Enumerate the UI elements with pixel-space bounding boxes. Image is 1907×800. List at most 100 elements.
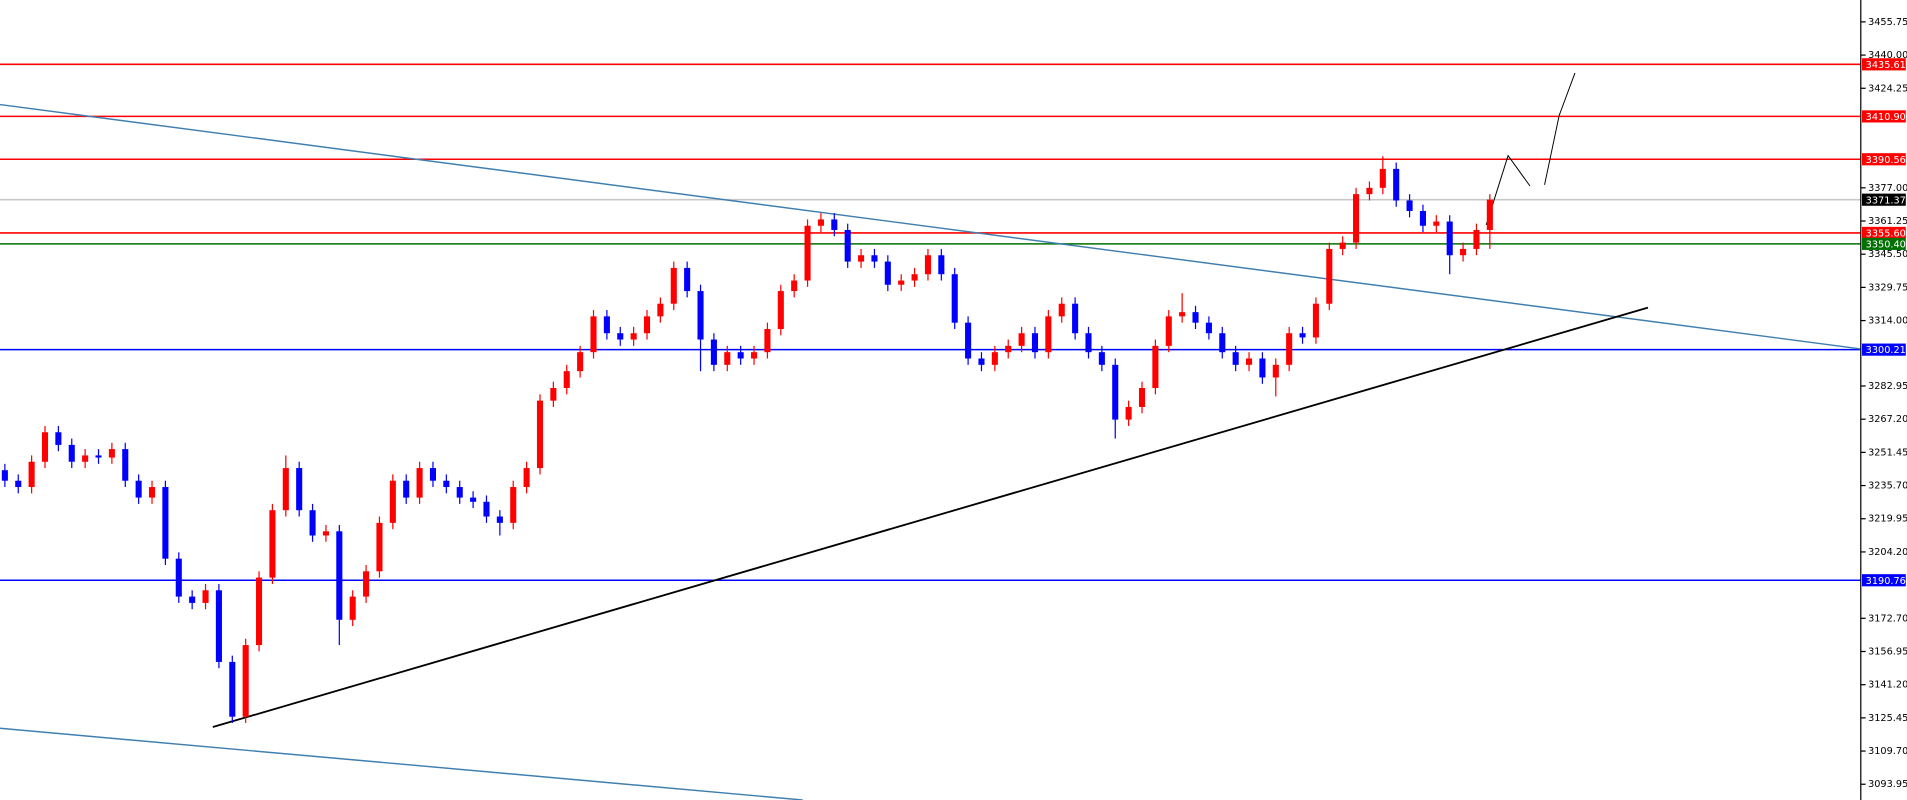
y-tick-label: 3329.75 — [1868, 282, 1907, 293]
candle-body — [135, 480, 142, 498]
candle-body — [443, 480, 450, 488]
candle-body — [1045, 316, 1052, 353]
candle-body — [322, 531, 329, 536]
candle-body — [389, 480, 396, 523]
candle-body — [189, 596, 196, 603]
price-tag-label: 3410.90 — [1866, 112, 1906, 123]
price-tag-label: 3355.60 — [1866, 229, 1906, 240]
candle-body — [483, 501, 490, 517]
candle-body — [858, 255, 865, 262]
candle-body — [1018, 333, 1025, 346]
candle-body — [884, 261, 891, 285]
price-tag-label: 3350.40 — [1866, 239, 1906, 250]
candle-body — [1433, 221, 1440, 226]
candle-body — [470, 497, 477, 502]
candle-body — [269, 510, 276, 578]
y-tick-label: 3282.95 — [1868, 381, 1907, 392]
candle-body — [751, 352, 758, 359]
candle-body — [416, 468, 423, 498]
price-tag — [1862, 110, 1906, 123]
candle-body — [363, 571, 370, 597]
candle-body — [1031, 333, 1039, 353]
y-tick-label: 3345.50 — [1868, 249, 1907, 260]
candle-body — [349, 596, 356, 620]
y-tick-label: 3141.20 — [1868, 680, 1907, 691]
candle-body — [617, 333, 624, 340]
price-tag — [1862, 574, 1906, 587]
price-tag-label: 3435.61 — [1866, 60, 1906, 71]
candle-body — [282, 468, 289, 511]
price-tag-label: 3300.21 — [1866, 345, 1906, 356]
candle-body — [55, 432, 62, 445]
price-tag-label: 3371.37 — [1866, 195, 1906, 206]
candle-body — [911, 274, 918, 281]
y-tick-label: 3455.75 — [1868, 17, 1907, 28]
candle-body — [724, 352, 731, 365]
y-tick-label: 3093.95 — [1868, 779, 1907, 790]
candle-body — [603, 316, 610, 334]
candle-body — [1406, 200, 1413, 212]
candle-body — [95, 455, 102, 458]
trend-line — [0, 103, 1861, 350]
y-tick-label: 3267.20 — [1868, 414, 1907, 425]
candle-body — [1353, 194, 1360, 243]
candle-body — [162, 487, 169, 559]
candle-body — [175, 558, 182, 597]
candle-body — [122, 449, 129, 481]
candle-body — [777, 291, 784, 330]
candle-body — [764, 329, 771, 353]
candle-body — [1112, 364, 1119, 420]
candle-body — [1339, 242, 1346, 249]
candle-body — [938, 255, 945, 275]
price-tag — [1862, 193, 1906, 206]
candle-body — [309, 510, 316, 536]
candle-body — [242, 645, 249, 717]
candle-body — [697, 291, 704, 340]
candle-body — [1, 470, 8, 481]
candle-body — [510, 487, 517, 523]
candle-body — [15, 480, 22, 488]
candle-body — [1460, 248, 1467, 256]
candle-body — [1419, 211, 1426, 226]
price-tag — [1862, 226, 1906, 239]
candle-body — [1125, 406, 1132, 420]
forecast-path — [1544, 72, 1576, 185]
candle-body — [737, 352, 744, 359]
candle-body — [1446, 221, 1453, 256]
candle-body — [429, 468, 437, 481]
candle-body — [1205, 322, 1212, 334]
candle-body — [844, 229, 851, 262]
y-tick-label: 3219.95 — [1868, 514, 1907, 525]
candle-body — [1005, 345, 1012, 353]
y-tick-label: 3204.20 — [1868, 547, 1907, 558]
y-tick-label: 3377.00 — [1868, 183, 1907, 194]
candle-body — [148, 487, 156, 498]
y-tick-label: 3156.95 — [1868, 646, 1907, 657]
candle-body — [951, 274, 958, 323]
candle-body — [657, 303, 664, 317]
y-tick-label: 3109.70 — [1868, 746, 1907, 757]
candle-body — [296, 468, 303, 511]
y-tick-label: 3440.00 — [1868, 50, 1907, 61]
price-tag — [1862, 237, 1906, 250]
candle-body — [670, 267, 677, 304]
candle-body — [1219, 333, 1226, 353]
price-tag — [1862, 153, 1906, 166]
candle-body — [256, 577, 263, 646]
trend-line — [0, 727, 803, 800]
price-tag-label: 3190.76 — [1866, 576, 1906, 587]
candle-body — [804, 225, 811, 281]
candle-body — [817, 219, 824, 226]
candle-body — [710, 339, 717, 365]
candle-body — [978, 358, 985, 365]
candle-body — [871, 255, 878, 262]
candle-body — [898, 280, 905, 285]
candle-body — [1473, 229, 1480, 249]
candle-body — [1272, 364, 1279, 378]
candle-body — [684, 267, 691, 292]
levels — [0, 63, 1861, 582]
candle-body — [643, 316, 651, 334]
candle-body — [630, 333, 637, 340]
candle-body — [1326, 248, 1333, 304]
